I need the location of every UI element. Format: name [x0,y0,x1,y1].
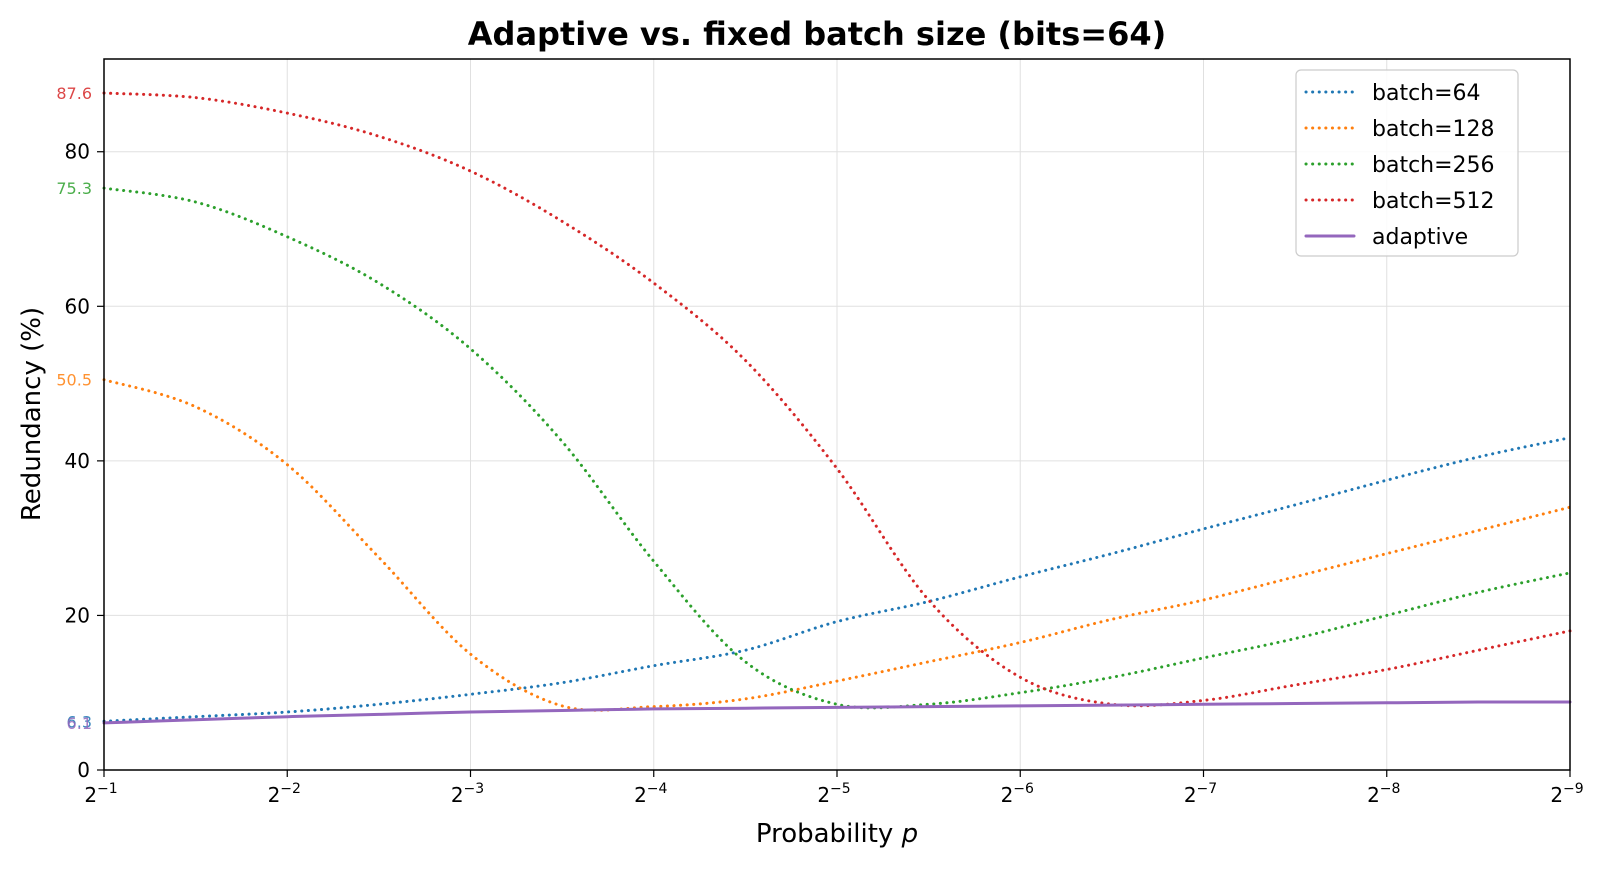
x-tick-exponent: −1 [97,781,118,797]
x-tick-label: 2−8 [1367,781,1400,807]
chart-title: Adaptive vs. fixed batch size (bits=64) [468,15,1166,53]
y-tick-label: 80 [65,140,90,164]
x-axis-label-text: Probability [756,819,902,849]
x-tick-base: 2 [1367,783,1380,807]
x-tick-label: 2−6 [1001,781,1034,807]
x-tick-label: 2−5 [817,781,850,807]
x-tick-label: 2−3 [451,781,484,807]
x-tick-base: 2 [817,783,830,807]
legend-label: batch=128 [1372,117,1495,142]
y-tick-label: 0 [77,758,90,782]
series-line-adaptive [102,700,1572,725]
x-tick-exponent: −9 [1563,781,1584,797]
x-tick-label: 2−1 [84,781,117,807]
x-tick-base: 2 [1550,783,1563,807]
x-tick-label: 2−2 [268,781,301,807]
x-tick-base: 2 [451,783,464,807]
x-axis: 2−1 2−2 2−3 2−4 2−5 2−6 2−7 2−8 2−9 [84,770,1584,807]
x-tick-label: 2−7 [1184,781,1217,807]
legend-label: batch=64 [1372,81,1481,106]
y-tick-label: 20 [65,603,90,627]
x-tick-exponent: −7 [1197,781,1218,797]
y-tick-label: 40 [65,449,90,473]
y-axis: 0 20 40 60 80 [65,140,104,782]
legend-box [1295,69,1519,257]
start-value-label: 50.5 [56,371,92,390]
legend: batch=64 batch=128 batch=256 batch=512 adapt… [1295,69,1519,257]
series-line-batch-256 [102,186,1572,710]
x-tick-exponent: −2 [280,781,301,797]
series-line-batch-128 [102,378,1572,712]
start-labels: 87.6 75.3 50.5 6.36.1 [56,84,92,733]
start-value-label: 6.3 [67,712,92,731]
x-tick-base: 2 [1001,783,1014,807]
x-tick-base: 2 [1184,783,1197,807]
x-axis-label: Probability p [756,819,918,849]
y-tick-label: 60 [65,294,90,318]
x-tick-exponent: −8 [1380,781,1401,797]
x-tick-base: 2 [268,783,281,807]
x-tick-base: 2 [634,783,647,807]
legend-label: batch=256 [1372,153,1495,178]
series-layer [102,91,1572,725]
x-tick-label: 2−9 [1550,781,1583,807]
x-tick-label: 2−4 [634,781,667,807]
x-tick-base: 2 [84,783,97,807]
start-value-label: 6.1 [67,714,92,733]
start-value-label: 87.6 [56,84,92,103]
x-axis-label-variable: p [901,819,919,849]
x-tick-exponent: −5 [830,781,851,797]
x-tick-exponent: −3 [464,781,485,797]
legend-label: adaptive [1372,225,1468,250]
x-tick-exponent: −6 [1013,781,1034,797]
start-value-label: 75.3 [56,179,92,198]
y-axis-label: Redundancy (%) [17,307,47,521]
x-tick-exponent: −4 [647,781,668,797]
legend-label: batch=512 [1372,189,1495,214]
